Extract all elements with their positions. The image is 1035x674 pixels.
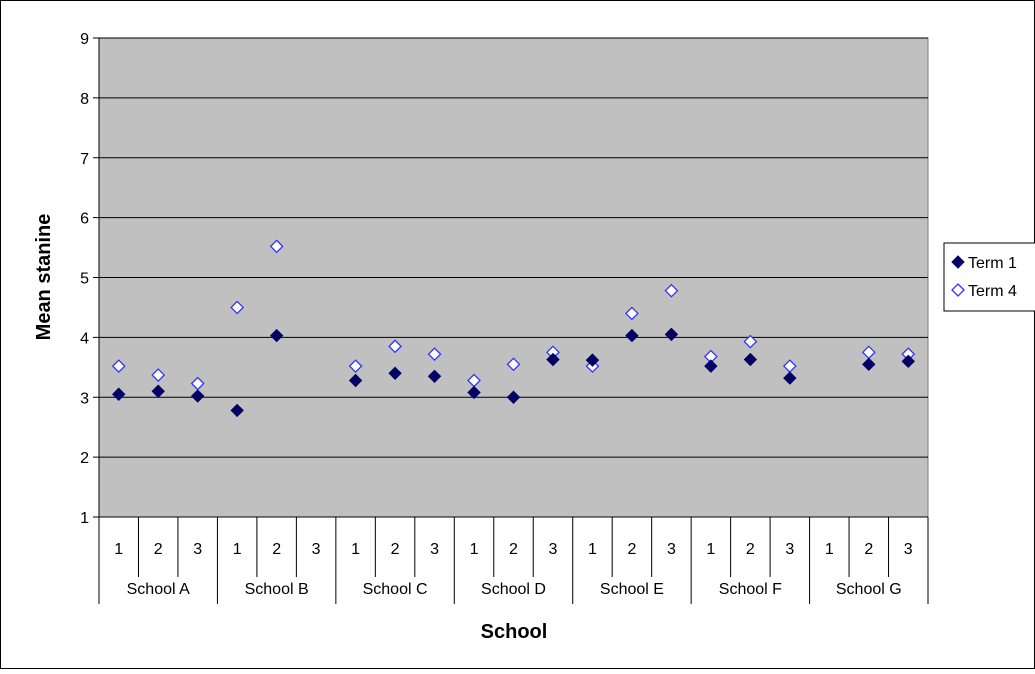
x-tick-label: 1 [114, 541, 123, 558]
x-tick-label: 1 [825, 541, 834, 558]
x-tick-label: 1 [706, 541, 715, 558]
x-tick-label: 3 [904, 541, 913, 558]
y-tick-label: 9 [80, 31, 89, 48]
y-tick-label: 8 [80, 91, 89, 108]
x-group-label: School A [127, 581, 190, 598]
legend-label: Term 1 [968, 255, 1017, 272]
x-tick-label: 3 [667, 541, 676, 558]
x-tick-label: 2 [746, 541, 755, 558]
x-tick-label: 2 [627, 541, 636, 558]
x-tick-label: 3 [430, 541, 439, 558]
y-tick-label: 3 [80, 390, 89, 407]
x-tick-label: 2 [509, 541, 518, 558]
x-tick-label: 2 [272, 541, 281, 558]
legend-label: Term 4 [968, 283, 1017, 300]
x-group-label: School B [245, 581, 309, 598]
x-tick-label: 1 [588, 541, 597, 558]
x-tick-label: 1 [233, 541, 242, 558]
x-tick-label: 1 [470, 541, 479, 558]
x-group-label: School D [481, 581, 546, 598]
x-tick-label: 2 [864, 541, 873, 558]
x-tick-label: 2 [154, 541, 163, 558]
x-tick-label: 1 [351, 541, 360, 558]
y-tick-label: 4 [80, 330, 89, 347]
x-tick-label: 3 [193, 541, 202, 558]
x-group-label: School F [719, 581, 782, 598]
x-group-label: School E [600, 581, 664, 598]
x-tick-label: 3 [312, 541, 321, 558]
x-group-label: School C [363, 581, 428, 598]
y-tick-label: 5 [80, 271, 89, 288]
x-group-label: School G [836, 581, 902, 598]
x-tick-label: 2 [391, 541, 400, 558]
y-tick-label: 6 [80, 211, 89, 228]
y-axis-label: Mean stanine [33, 214, 55, 341]
y-tick-label: 2 [80, 450, 89, 467]
legend: Term 1 Term 4 [944, 243, 1035, 311]
x-axis-label: School [481, 621, 548, 643]
x-tick-label: 3 [549, 541, 558, 558]
x-tick-label: 3 [785, 541, 794, 558]
y-tick-label: 7 [80, 151, 89, 168]
y-tick-label: 1 [80, 510, 89, 527]
legend-box [944, 243, 1035, 311]
